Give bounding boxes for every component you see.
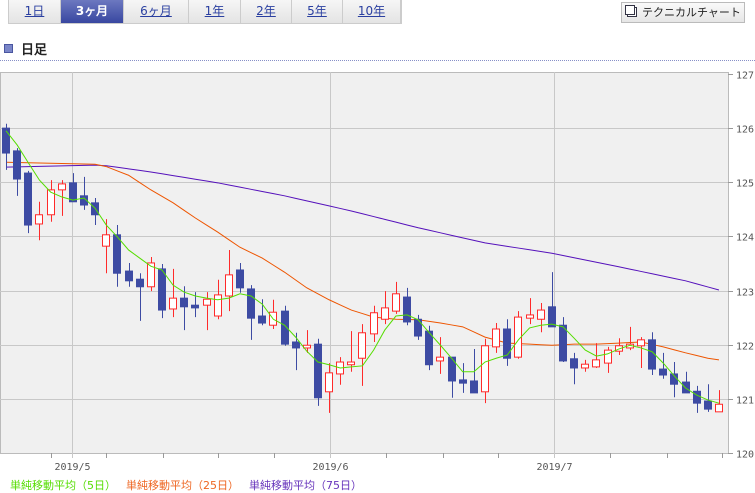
candle-up (481, 345, 489, 393)
y-tick-label: 127 (736, 71, 754, 82)
y-tick-label: 126 (736, 125, 754, 136)
candle-down (425, 330, 433, 366)
y-tick-label: 125 (736, 179, 754, 190)
legend-ma25: 単純移動平均（25日） (126, 479, 239, 492)
y-tick-label: 123 (736, 288, 754, 299)
candle-up (392, 293, 400, 312)
window-icon (625, 5, 637, 17)
candle-down (503, 328, 511, 359)
candle-down (113, 234, 121, 274)
tab-5[interactable]: 5年 (292, 0, 343, 23)
candle-down (292, 341, 300, 349)
divider (0, 60, 755, 61)
candle-up (592, 359, 600, 368)
candle-up (581, 363, 589, 369)
candle-up (526, 314, 534, 319)
tab-3[interactable]: 1年 (189, 0, 241, 23)
candle-down (247, 288, 255, 319)
candle-down (448, 356, 456, 382)
candle-down (659, 368, 667, 376)
candle-up (381, 307, 389, 320)
square-icon (4, 44, 13, 53)
ma25-line (5, 161, 720, 361)
candle-up (303, 344, 311, 349)
candle-up (35, 214, 43, 225)
candle-down (704, 400, 712, 410)
candle-down (24, 172, 32, 226)
candle-down (470, 380, 478, 394)
candle-down (559, 324, 567, 362)
candle-up (715, 403, 723, 413)
candle-up (358, 332, 366, 359)
candle-up (58, 183, 66, 191)
tab-2[interactable]: 6ヶ月 (124, 0, 189, 23)
candle-down (136, 278, 144, 288)
candle-down (403, 296, 411, 323)
candle-up (492, 328, 500, 348)
y-tick-label: 120 (736, 450, 754, 461)
candle-down (459, 379, 467, 384)
tab-1[interactable]: 3ヶ月 (61, 0, 124, 23)
candle-up (604, 349, 612, 364)
candle-down (80, 195, 88, 206)
y-tick-label: 122 (736, 342, 754, 353)
candle-down (13, 150, 21, 180)
y-tick-label: 121 (736, 396, 754, 407)
candle-up (102, 234, 110, 247)
legend-ma5: 単純移動平均（5日） (10, 479, 116, 492)
candle-down (648, 339, 656, 370)
candle-down (693, 390, 701, 404)
candle-down (180, 297, 188, 308)
x-tick-label: 2019/7 (536, 462, 572, 473)
period-tabs: 1日 3ヶ月 6ヶ月 1年 2年 5年 10年 (8, 0, 402, 24)
candle-down (314, 343, 322, 399)
candle-down (191, 304, 199, 309)
ma5-line (5, 130, 720, 404)
section-title-text: 日足 (21, 43, 48, 58)
legend-ma75: 単純移動平均（75日） (249, 479, 362, 492)
x-tick-label: 2019/5 (54, 462, 90, 473)
candle-up (47, 189, 55, 216)
candle-down (158, 268, 166, 311)
candle-up (637, 339, 645, 347)
x-tick-label: 2019/6 (312, 462, 348, 473)
candle-up (169, 297, 177, 310)
candle-up (214, 294, 222, 317)
y-tick-label: 124 (736, 233, 754, 244)
candle-down (69, 182, 77, 203)
candle-up (537, 309, 545, 320)
legend: 単純移動平均（5日） 単純移動平均（25日） 単純移動平均（75日） (10, 477, 362, 493)
tab-6[interactable]: 10年 (343, 0, 401, 23)
candle-down (548, 306, 556, 328)
ma75-line (5, 164, 720, 291)
technical-chart-label: テクニカルチャート (642, 6, 741, 19)
candle-up (436, 356, 444, 362)
candle-up (225, 274, 233, 297)
tab-0[interactable]: 1日 (9, 0, 61, 23)
candle-down (125, 270, 133, 282)
candle-up (147, 262, 155, 288)
candle-up (325, 372, 333, 393)
technical-chart-button[interactable]: テクニカルチャート (621, 2, 745, 23)
candle-down (570, 358, 578, 369)
plot-area (0, 72, 729, 454)
tab-4[interactable]: 2年 (241, 0, 292, 23)
candle-down (258, 315, 266, 324)
candle-up (203, 298, 211, 306)
candle-down (682, 381, 690, 394)
section-title: 日足 (4, 39, 47, 58)
candle-up (370, 312, 378, 335)
candle-down (281, 310, 289, 345)
candle-down (236, 269, 244, 289)
candle-down (2, 127, 10, 154)
candle-up (347, 361, 355, 366)
